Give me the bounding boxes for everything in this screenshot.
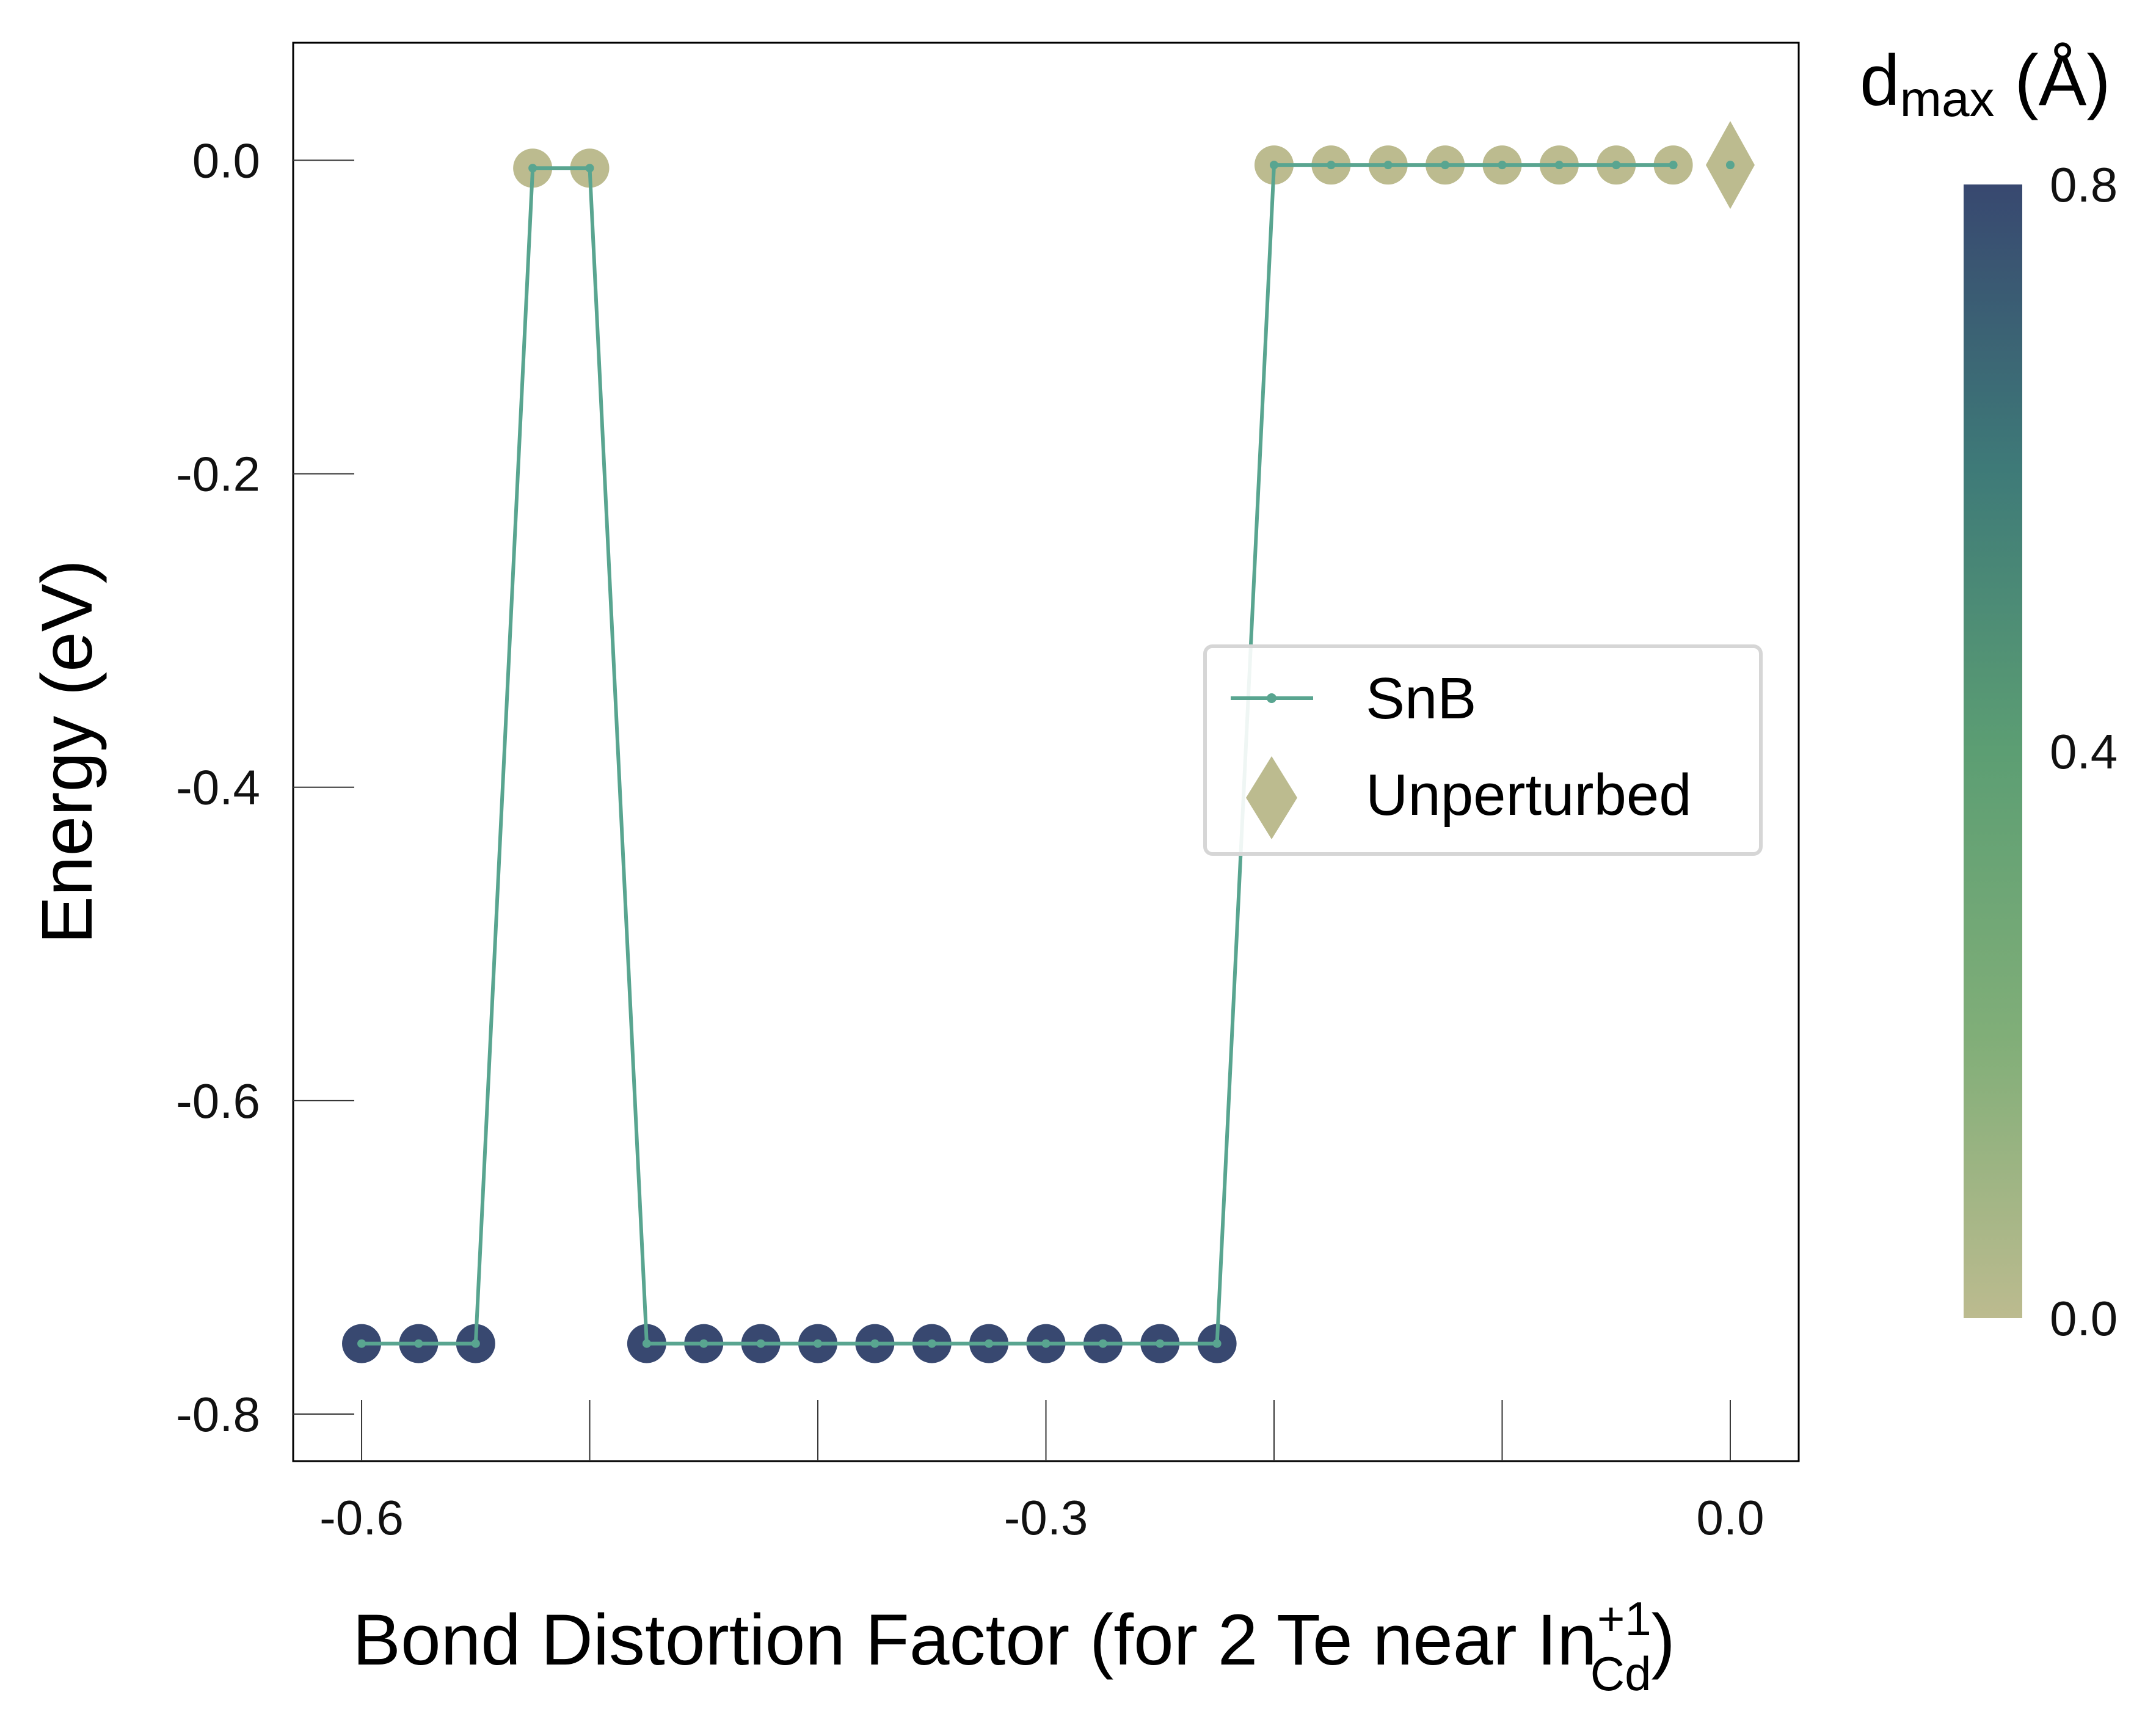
- y-tick-label: -0.6: [176, 1074, 260, 1128]
- snb-line-dot: [585, 164, 594, 173]
- snb-line-dot: [814, 1339, 823, 1348]
- legend-unperturbed-label: Unperturbed: [1366, 762, 1692, 828]
- x-axis-title-superscript: +1: [1597, 1592, 1652, 1646]
- snb-line-dot: [1327, 161, 1336, 170]
- unperturbed-line-dot: [1725, 161, 1735, 170]
- colorbar-title: dmax (Å): [1860, 40, 2111, 127]
- snb-line-dot: [1041, 1339, 1051, 1348]
- legend: SnB Unperturbed: [1203, 644, 1763, 856]
- colorbar-title-main: d: [1860, 40, 1900, 121]
- legend-unperturbed-marker: [1246, 756, 1297, 839]
- y-tick-label: -0.4: [176, 760, 260, 815]
- snb-line-dot: [756, 1339, 765, 1348]
- colorbar-bar: [1964, 184, 2022, 1318]
- colorbar-tick-label: 0.0: [2050, 1291, 2118, 1346]
- snb-line-dot: [471, 1339, 480, 1348]
- x-tick-label: -0.3: [1004, 1490, 1088, 1545]
- colorbar-tick-label: 0.4: [2050, 724, 2118, 779]
- snb-line-dot: [1612, 161, 1621, 170]
- y-axis-title: Energy (eV): [27, 560, 107, 944]
- x-tick-label: 0.0: [1696, 1490, 1764, 1545]
- snb-line-dot: [1554, 161, 1564, 170]
- snb-line-dot: [699, 1339, 708, 1348]
- x-axis: -0.6 -0.3 0.0: [319, 1400, 1764, 1545]
- snb-line-dot: [985, 1339, 994, 1348]
- snb-line: [362, 163, 1673, 1346]
- legend-snb-label: SnB: [1366, 666, 1476, 731]
- colorbar-tick-label: 0.8: [2050, 158, 2118, 212]
- snb-line-dot: [357, 1339, 366, 1348]
- snb-line-dot: [414, 1339, 423, 1348]
- y-tick-label: -0.2: [176, 447, 260, 501]
- snb-line-dot: [870, 1339, 880, 1348]
- x-axis-title-subscript: Cd: [1590, 1647, 1652, 1701]
- snb-line-dot: [642, 1339, 651, 1348]
- snb-line-dot: [927, 1339, 936, 1348]
- data-series: [342, 121, 1755, 1363]
- snb-line-dot: [1669, 161, 1678, 170]
- colorbar-title-end: (Å): [1995, 40, 2111, 121]
- x-axis-title-end: ): [1651, 1600, 1675, 1680]
- y-tick-label: 0.0: [192, 133, 260, 188]
- snb-line-dot: [528, 164, 537, 173]
- snb-line-dot: [1269, 161, 1278, 170]
- snb-line-dot: [1098, 1339, 1107, 1348]
- x-axis-title: Bond Distortion Factor (for 2 Te near In…: [352, 1592, 1675, 1701]
- colorbar-title-subscript: max: [1900, 71, 1995, 127]
- legend-box: [1203, 644, 1763, 856]
- snb-line-dot: [1212, 1339, 1222, 1348]
- snb-line-dot: [1383, 161, 1393, 170]
- snb-line-dot: [1441, 161, 1450, 170]
- x-axis-title-main: Bond Distortion Factor (for 2 Te near In: [352, 1600, 1597, 1680]
- x-tick-label: -0.6: [319, 1490, 404, 1545]
- legend-snb-marker: [1267, 693, 1276, 703]
- colorbar: dmax (Å) 0.8 0.4 0.0: [1860, 40, 2118, 1346]
- y-tick-label: -0.8: [176, 1387, 260, 1442]
- colorbar-ticks: 0.8 0.4 0.0: [2050, 158, 2118, 1346]
- snb-line-dot: [1498, 161, 1507, 170]
- y-axis: 0.0 -0.2 -0.4 -0.6 -0.8: [176, 133, 354, 1442]
- snb-line-dot: [1156, 1339, 1165, 1348]
